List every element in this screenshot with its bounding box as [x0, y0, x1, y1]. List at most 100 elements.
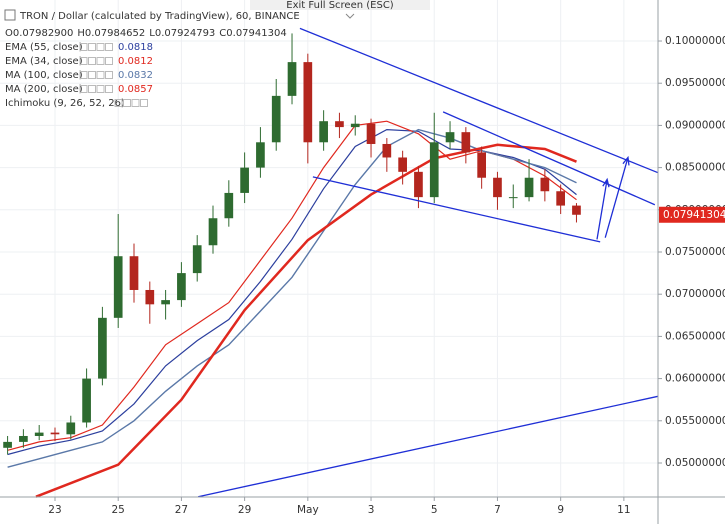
legend-value: 0.0832 — [118, 70, 153, 81]
candle-body — [414, 171, 423, 198]
ohlc-value: C0.07941304 — [219, 28, 286, 39]
candle-body — [129, 256, 139, 290]
x-tick-label: 23 — [48, 504, 61, 516]
candle-body — [177, 273, 186, 301]
title-menu-icon[interactable] — [345, 13, 355, 19]
trendline — [299, 27, 659, 174]
candle-body — [192, 245, 202, 274]
legend-icon[interactable] — [79, 85, 88, 93]
legend-icon[interactable] — [79, 43, 88, 51]
legend-icon[interactable] — [131, 99, 140, 107]
legend-entry: EMA (34, close) — [5, 56, 83, 67]
candle-body — [271, 95, 281, 143]
legend-icon[interactable] — [96, 57, 105, 65]
plot — [3, 27, 659, 498]
candle-body — [98, 317, 107, 379]
candle-body — [445, 132, 455, 143]
candle-body — [477, 152, 486, 178]
ohlc-value: H0.07984652 — [77, 28, 145, 39]
legend: TRON / Dollar (calculated by TradingView… — [4, 0, 430, 109]
legend-icon[interactable] — [105, 85, 113, 93]
candle-body — [350, 123, 360, 128]
candle-body — [335, 121, 344, 128]
indicator-line — [35, 143, 577, 498]
candle-body — [208, 218, 218, 246]
ohlc-value: L0.07924793 — [149, 28, 215, 39]
x-tick-label: 3 — [368, 504, 375, 516]
chart-title: TRON / Dollar (calculated by TradingView… — [19, 11, 300, 22]
legend-entry: EMA (55, close) — [5, 42, 83, 53]
candle-body — [508, 197, 518, 199]
legend-icon[interactable] — [88, 71, 96, 79]
x-tick-label: 11 — [617, 504, 630, 516]
legend-icon[interactable] — [79, 57, 88, 65]
indicator-label: Ichimoku (9, 26, 52, 26) — [5, 98, 125, 109]
last-price-label: 0.07941304 — [663, 209, 725, 221]
candle-body — [113, 256, 123, 318]
candle-body — [224, 192, 234, 219]
candle-body — [287, 62, 297, 96]
candle-body — [3, 441, 12, 448]
exit-button[interactable] — [250, 0, 430, 10]
candle-body — [19, 435, 28, 442]
legend-icon[interactable] — [88, 85, 96, 93]
candle-body — [319, 121, 328, 143]
legend-icon[interactable] — [140, 99, 148, 107]
candle-body — [82, 378, 91, 423]
x-tick-label: 25 — [112, 504, 125, 516]
candle-body — [161, 300, 170, 305]
candle-body — [493, 177, 502, 198]
exit-button-label: Exit Full Screen (ESC) — [286, 0, 394, 11]
candle-body — [382, 143, 392, 158]
y-tick-label: 0.08500000 — [665, 162, 725, 174]
legend-icon[interactable] — [105, 43, 113, 51]
candle-body — [429, 142, 439, 198]
x-tick-label: 7 — [494, 504, 501, 516]
legend-value: 0.0818 — [118, 42, 153, 53]
x-tick-label: 29 — [238, 504, 251, 516]
legend-icon[interactable] — [96, 43, 105, 51]
x-tick-label: 9 — [557, 504, 564, 516]
legend-icon[interactable] — [105, 57, 113, 65]
y-tick-label: 0.07000000 — [665, 288, 725, 300]
x-tick-label: 5 — [431, 504, 438, 516]
legend-icon[interactable] — [79, 71, 88, 79]
axes: 0.05000000 0.05500000 0.06000000 0.06500000… — [48, 35, 725, 516]
y-tick-label: 0.06500000 — [665, 330, 725, 342]
candle-body — [145, 289, 155, 305]
collapse-icon[interactable] — [4, 9, 16, 21]
ohlc-value: O0.07982900 — [5, 28, 73, 39]
last-price-box — [659, 206, 725, 223]
legend-entry: MA (100, close) — [5, 70, 83, 81]
legend-icon[interactable] — [123, 99, 131, 107]
trendline — [198, 395, 659, 498]
legend-icon[interactable] — [96, 71, 105, 79]
y-tick-label: 0.05000000 — [665, 457, 725, 469]
legend-icon[interactable] — [114, 99, 123, 107]
candle-body — [50, 432, 60, 435]
legend-icon[interactable] — [96, 85, 105, 93]
candle-body — [256, 142, 265, 168]
candle-body — [34, 432, 44, 436]
arrow — [604, 155, 630, 238]
y-tick-label: 0.10000000 — [665, 35, 725, 47]
x-tick-label: 27 — [175, 504, 188, 516]
legend-icon[interactable] — [105, 71, 113, 79]
x-tick-label: May — [297, 504, 319, 516]
candle-body — [540, 177, 550, 192]
trendline — [312, 176, 601, 243]
grid — [0, 0, 658, 497]
candle-body — [303, 62, 313, 143]
legend-value: 0.0812 — [118, 56, 153, 67]
candle-body — [556, 191, 566, 206]
y-tick-label: 0.06000000 — [665, 373, 725, 385]
candle-body — [366, 123, 376, 144]
y-tick-label: 0.05500000 — [665, 415, 725, 427]
y-tick-label: 0.09000000 — [665, 119, 725, 131]
legend-icon[interactable] — [88, 43, 96, 51]
arrow — [596, 177, 610, 240]
candle-body — [461, 132, 471, 153]
y-tick-label: 0.07500000 — [665, 246, 725, 258]
legend-icon[interactable] — [88, 57, 96, 65]
